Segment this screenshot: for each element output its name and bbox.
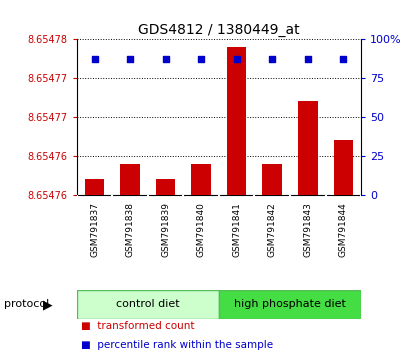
Bar	[156, 179, 176, 195]
Point	[269, 56, 276, 62]
FancyBboxPatch shape	[219, 290, 361, 319]
Text: ■  transformed count: ■ transformed count	[81, 321, 194, 331]
Text: ▶: ▶	[43, 298, 53, 311]
Bar	[298, 101, 317, 195]
Text: GSM791837: GSM791837	[90, 202, 99, 257]
Title: GDS4812 / 1380449_at: GDS4812 / 1380449_at	[138, 23, 300, 36]
Text: control diet: control diet	[116, 299, 180, 309]
Point	[162, 56, 169, 62]
Point	[198, 56, 205, 62]
Bar	[262, 164, 282, 195]
Text: GSM791839: GSM791839	[161, 202, 170, 257]
Bar	[85, 179, 104, 195]
Point	[91, 56, 98, 62]
Text: ■  percentile rank within the sample: ■ percentile rank within the sample	[81, 341, 273, 350]
Text: protocol: protocol	[4, 299, 49, 309]
Text: GSM791841: GSM791841	[232, 202, 241, 257]
Text: high phosphate diet: high phosphate diet	[234, 299, 346, 309]
Text: GSM791844: GSM791844	[339, 202, 348, 257]
Point	[127, 56, 133, 62]
Bar	[227, 47, 247, 195]
Point	[340, 56, 347, 62]
Bar	[334, 140, 353, 195]
Text: GSM791840: GSM791840	[197, 202, 206, 257]
Text: GSM791842: GSM791842	[268, 202, 277, 257]
Bar	[120, 164, 140, 195]
Point	[305, 56, 311, 62]
Point	[233, 56, 240, 62]
FancyBboxPatch shape	[77, 290, 219, 319]
Bar	[191, 164, 211, 195]
Text: GSM791843: GSM791843	[303, 202, 312, 257]
Text: GSM791838: GSM791838	[126, 202, 134, 257]
